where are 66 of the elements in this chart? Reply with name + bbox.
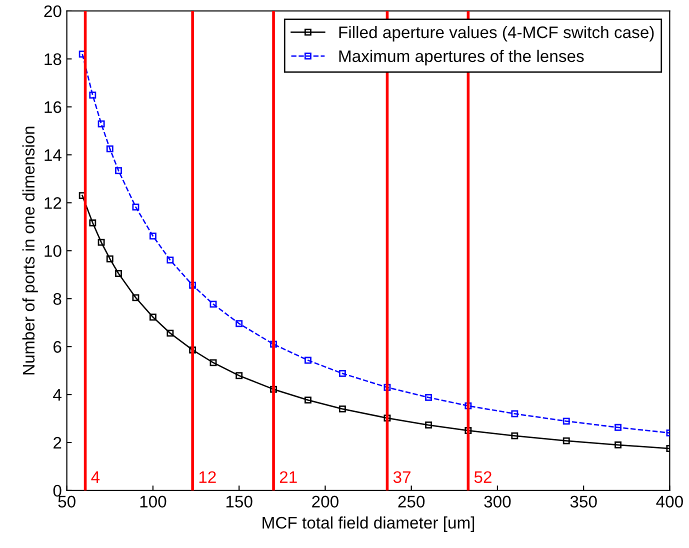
- legend-label: Maximum apertures of the lenses: [339, 50, 584, 66]
- y-tick-label: 14: [44, 149, 62, 161]
- point: [210, 359, 217, 366]
- x-tick-label: 400: [656, 496, 683, 508]
- point: [89, 92, 96, 99]
- point: [106, 255, 114, 262]
- point: [425, 394, 432, 401]
- point: [562, 418, 570, 425]
- x-axis-title: MCF total field diameter [um]: [262, 516, 474, 532]
- y-tick-label: 0: [53, 484, 62, 497]
- x-tick-label: 300: [484, 496, 511, 508]
- annotation: 21: [280, 471, 297, 483]
- point: [115, 167, 122, 174]
- point: [166, 330, 174, 337]
- annotation: 12: [199, 471, 216, 483]
- y-tick-label: 12: [44, 197, 62, 209]
- y-axis-title: Number of ports in one dimension: [22, 126, 38, 374]
- point: [562, 437, 570, 444]
- point: [384, 414, 391, 422]
- point: [384, 384, 391, 391]
- y-tick-label: 18: [44, 53, 62, 66]
- x-tick-label: 100: [140, 496, 166, 508]
- point: [106, 145, 114, 152]
- y-tick-label: 16: [44, 101, 62, 114]
- point: [236, 372, 243, 380]
- point: [149, 232, 156, 240]
- point: [614, 424, 622, 431]
- point: [210, 300, 217, 308]
- legend-label: Filled aperture values (4-MCF switch case): [339, 26, 654, 42]
- y-tick-label: 6: [54, 341, 62, 353]
- y-tick-label: 4: [53, 389, 62, 401]
- annotation: 4: [91, 471, 100, 483]
- point: [614, 441, 622, 448]
- point: [338, 405, 346, 412]
- point: [425, 422, 432, 428]
- point: [89, 219, 96, 226]
- y-tick-label: 10: [44, 245, 62, 257]
- point: [464, 402, 472, 410]
- x-tick-label: 50: [58, 496, 76, 508]
- annotation: 52: [474, 471, 492, 483]
- point: [132, 294, 140, 302]
- point: [236, 320, 243, 328]
- point: [338, 370, 346, 377]
- point: [189, 282, 196, 289]
- point: [304, 356, 312, 364]
- x-tick-label: 200: [312, 496, 338, 508]
- point: [464, 427, 472, 434]
- y-tick-label: 8: [53, 293, 62, 305]
- point: [189, 346, 196, 354]
- point: [98, 120, 105, 128]
- y-tick-label: 2: [54, 436, 62, 449]
- point: [149, 314, 156, 321]
- point: [132, 204, 140, 211]
- point: [98, 238, 105, 246]
- point: [511, 432, 518, 440]
- point: [270, 340, 278, 348]
- point: [115, 270, 122, 277]
- x-tick-label: 150: [226, 496, 252, 508]
- x-tick-label: 350: [570, 496, 597, 508]
- point: [304, 396, 312, 404]
- annotation: 37: [393, 471, 410, 483]
- point: [270, 386, 278, 393]
- x-tick-label: 250: [398, 496, 425, 508]
- point: [166, 256, 174, 264]
- y-tick-label: 20: [44, 5, 62, 18]
- point: [511, 410, 518, 418]
